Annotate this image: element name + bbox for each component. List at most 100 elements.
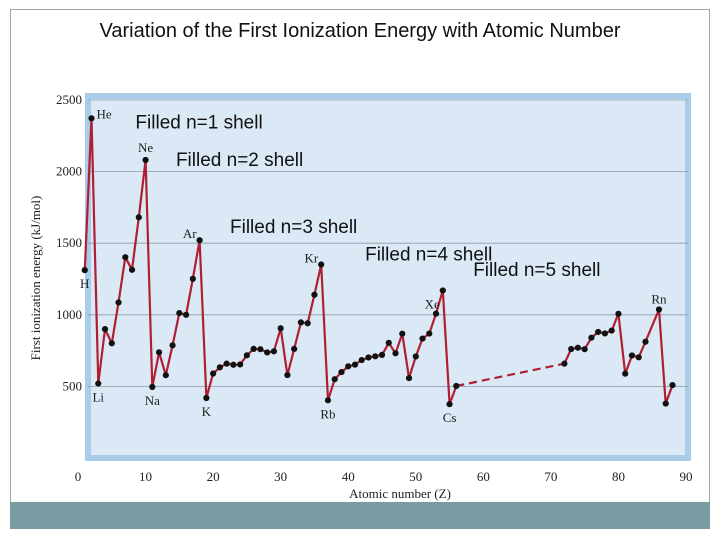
data-point xyxy=(108,340,115,347)
element-label-rn: Rn xyxy=(651,292,667,307)
data-point xyxy=(142,156,149,164)
data-point xyxy=(176,309,183,317)
data-point xyxy=(635,354,642,361)
data-point xyxy=(189,275,196,282)
data-point xyxy=(574,344,582,351)
data-point xyxy=(595,328,602,336)
data-point xyxy=(426,330,433,337)
data-point xyxy=(311,291,318,298)
element-label-li: Li xyxy=(92,390,104,405)
series-line-1 xyxy=(456,362,565,388)
element-label-kr: Kr xyxy=(304,251,318,266)
data-point xyxy=(669,382,676,389)
data-point xyxy=(358,356,365,364)
data-point xyxy=(95,380,102,387)
element-label-k: K xyxy=(202,404,212,419)
data-point xyxy=(446,401,453,408)
data-point xyxy=(365,354,372,361)
data-point xyxy=(115,299,122,306)
data-point xyxy=(81,267,88,274)
data-point xyxy=(351,361,359,368)
data-point xyxy=(345,363,352,370)
x-tick-label: 0 xyxy=(75,469,82,484)
x-axis-title: Atomic number (Z) xyxy=(349,486,451,501)
data-point xyxy=(250,345,257,352)
data-point xyxy=(318,261,325,268)
data-point xyxy=(399,330,406,337)
data-point xyxy=(210,370,217,377)
element-label-na: Na xyxy=(145,393,160,408)
data-point xyxy=(237,361,244,368)
data-point xyxy=(338,368,345,376)
y-tick-label: 2500 xyxy=(56,92,82,107)
x-tick-label: 10 xyxy=(139,469,152,484)
data-point xyxy=(561,360,568,367)
data-point xyxy=(203,394,210,402)
data-point xyxy=(628,352,636,359)
element-label-ne: Ne xyxy=(138,140,153,155)
data-point xyxy=(304,320,311,327)
element-label-h: H xyxy=(80,276,89,291)
data-point xyxy=(601,330,609,337)
data-point xyxy=(88,115,95,122)
data-point xyxy=(264,349,271,356)
data-point xyxy=(284,371,291,379)
data-point xyxy=(568,345,575,353)
data-point xyxy=(453,382,460,390)
y-axis-title: First ionization energy (kJ/mol) xyxy=(28,196,43,361)
data-point xyxy=(385,339,392,346)
data-point xyxy=(324,397,332,404)
data-point xyxy=(615,310,622,317)
data-point xyxy=(135,214,142,221)
points-layer xyxy=(81,115,676,408)
data-point xyxy=(432,310,440,317)
y-tick-label: 1500 xyxy=(56,235,82,250)
data-point xyxy=(405,374,413,382)
annotation-shell-5: Filled n=5 shell xyxy=(473,260,600,281)
data-point xyxy=(392,350,399,357)
x-tick-label: 80 xyxy=(612,469,625,484)
slide-title: Variation of the First Ionization Energy… xyxy=(99,20,621,42)
data-point xyxy=(182,311,190,318)
data-point xyxy=(419,335,426,342)
data-point xyxy=(331,376,338,383)
data-point xyxy=(223,360,230,367)
data-point xyxy=(196,237,203,244)
data-point xyxy=(372,353,379,360)
data-point xyxy=(155,349,163,356)
data-point xyxy=(662,400,669,407)
data-point xyxy=(101,326,109,333)
x-tick-label: 50 xyxy=(409,469,422,484)
data-point xyxy=(581,346,588,353)
data-point xyxy=(257,346,264,353)
plot-panel xyxy=(85,93,691,461)
annotation-shell-2: Filled n=2 shell xyxy=(176,150,303,171)
data-point xyxy=(270,348,278,355)
data-point xyxy=(128,266,136,273)
data-point xyxy=(243,352,250,359)
data-point xyxy=(122,254,129,261)
data-point xyxy=(608,327,615,334)
annotation-shell-1: Filled n=1 shell xyxy=(135,113,262,134)
data-point xyxy=(297,319,305,326)
data-point xyxy=(230,361,237,368)
x-tick-label: 40 xyxy=(342,469,355,484)
element-label-ar: Ar xyxy=(183,226,197,241)
x-tick-label: 90 xyxy=(680,469,693,484)
element-label-cs: Cs xyxy=(443,410,457,425)
data-point xyxy=(149,383,156,391)
element-label-rb: Rb xyxy=(320,406,335,421)
footer-bar xyxy=(10,502,710,529)
data-point xyxy=(216,364,223,371)
y-tick-label: 1000 xyxy=(56,307,82,322)
data-point xyxy=(439,287,446,294)
annotation-shell-4: Filled n=4 shell xyxy=(365,244,492,265)
data-point xyxy=(412,353,419,360)
data-point xyxy=(622,370,629,377)
data-point xyxy=(588,334,595,341)
x-tick-label: 20 xyxy=(207,469,220,484)
series-line-2 xyxy=(563,308,674,405)
element-label-xe: Xe xyxy=(425,296,440,311)
data-point xyxy=(169,342,176,349)
